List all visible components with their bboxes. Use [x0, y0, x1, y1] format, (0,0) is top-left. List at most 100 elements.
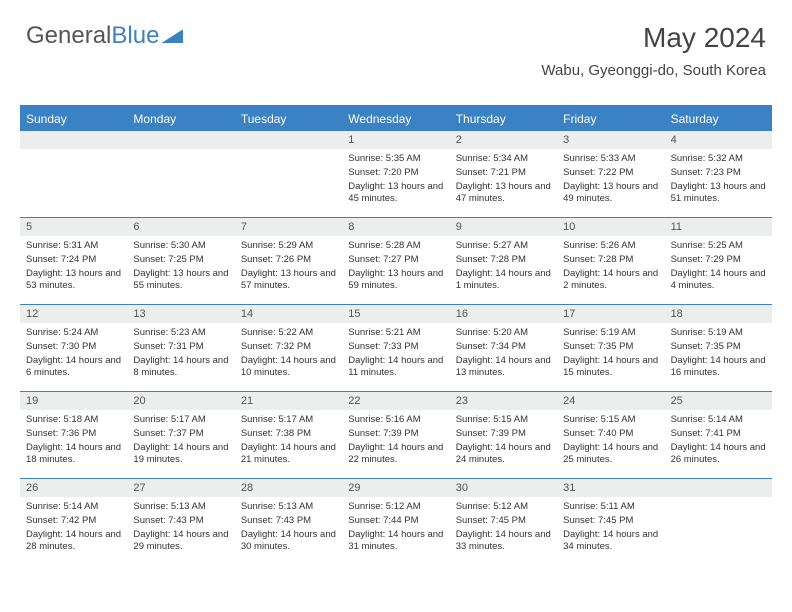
day-number: 9 — [450, 218, 557, 236]
sunset-text: Sunset: 7:41 PM — [671, 428, 766, 441]
sunrise-text: Sunrise: 5:19 AM — [563, 327, 658, 340]
sunrise-text: Sunrise: 5:27 AM — [456, 240, 551, 253]
sunset-text: Sunset: 7:36 PM — [26, 428, 121, 441]
day-cell-7: 7Sunrise: 5:29 AMSunset: 7:26 PMDaylight… — [235, 218, 342, 304]
day-info: Sunrise: 5:24 AMSunset: 7:30 PMDaylight:… — [20, 323, 127, 385]
daylight-text: Daylight: 14 hours and 11 minutes. — [348, 355, 443, 381]
sunset-text: Sunset: 7:34 PM — [456, 341, 551, 354]
day-cell-20: 20Sunrise: 5:17 AMSunset: 7:37 PMDayligh… — [127, 392, 234, 478]
day-number: 19 — [20, 392, 127, 410]
sunset-text: Sunset: 7:25 PM — [133, 254, 228, 267]
day-cell-31: 31Sunrise: 5:11 AMSunset: 7:45 PMDayligh… — [557, 479, 664, 565]
day-number: 15 — [342, 305, 449, 323]
daylight-text: Daylight: 14 hours and 4 minutes. — [671, 268, 766, 294]
daylight-text: Daylight: 14 hours and 8 minutes. — [133, 355, 228, 381]
daylight-text: Daylight: 13 hours and 45 minutes. — [348, 181, 443, 207]
calendar: SundayMondayTuesdayWednesdayThursdayFrid… — [20, 105, 772, 565]
sunrise-text: Sunrise: 5:20 AM — [456, 327, 551, 340]
day-number: 31 — [557, 479, 664, 497]
day-cell-12: 12Sunrise: 5:24 AMSunset: 7:30 PMDayligh… — [20, 305, 127, 391]
day-cell-1: 1Sunrise: 5:35 AMSunset: 7:20 PMDaylight… — [342, 131, 449, 217]
day-cell-4: 4Sunrise: 5:32 AMSunset: 7:23 PMDaylight… — [665, 131, 772, 217]
day-number: 29 — [342, 479, 449, 497]
sunset-text: Sunset: 7:35 PM — [563, 341, 658, 354]
day-info: Sunrise: 5:28 AMSunset: 7:27 PMDaylight:… — [342, 236, 449, 298]
weekday-thursday: Thursday — [450, 107, 557, 131]
day-number — [665, 479, 772, 497]
day-cell-22: 22Sunrise: 5:16 AMSunset: 7:39 PMDayligh… — [342, 392, 449, 478]
day-number: 25 — [665, 392, 772, 410]
day-number — [235, 131, 342, 149]
day-number: 24 — [557, 392, 664, 410]
sunrise-text: Sunrise: 5:13 AM — [133, 501, 228, 514]
daylight-text: Daylight: 13 hours and 51 minutes. — [671, 181, 766, 207]
day-number: 1 — [342, 131, 449, 149]
day-info: Sunrise: 5:12 AMSunset: 7:44 PMDaylight:… — [342, 497, 449, 559]
day-number: 14 — [235, 305, 342, 323]
daylight-text: Daylight: 14 hours and 18 minutes. — [26, 442, 121, 468]
weekday-friday: Friday — [557, 107, 664, 131]
sunrise-text: Sunrise: 5:15 AM — [456, 414, 551, 427]
day-number: 26 — [20, 479, 127, 497]
sunset-text: Sunset: 7:39 PM — [456, 428, 551, 441]
sunrise-text: Sunrise: 5:14 AM — [26, 501, 121, 514]
sunrise-text: Sunrise: 5:11 AM — [563, 501, 658, 514]
sunrise-text: Sunrise: 5:15 AM — [563, 414, 658, 427]
day-cell-19: 19Sunrise: 5:18 AMSunset: 7:36 PMDayligh… — [20, 392, 127, 478]
day-cell-13: 13Sunrise: 5:23 AMSunset: 7:31 PMDayligh… — [127, 305, 234, 391]
sunrise-text: Sunrise: 5:25 AM — [671, 240, 766, 253]
daylight-text: Daylight: 14 hours and 1 minutes. — [456, 268, 551, 294]
sunset-text: Sunset: 7:28 PM — [456, 254, 551, 267]
daylight-text: Daylight: 14 hours and 10 minutes. — [241, 355, 336, 381]
sunrise-text: Sunrise: 5:34 AM — [456, 153, 551, 166]
week-row: 26Sunrise: 5:14 AMSunset: 7:42 PMDayligh… — [20, 478, 772, 565]
sunrise-text: Sunrise: 5:16 AM — [348, 414, 443, 427]
day-info: Sunrise: 5:29 AMSunset: 7:26 PMDaylight:… — [235, 236, 342, 298]
day-number: 13 — [127, 305, 234, 323]
sunrise-text: Sunrise: 5:31 AM — [26, 240, 121, 253]
day-number: 11 — [665, 218, 772, 236]
day-cell-24: 24Sunrise: 5:15 AMSunset: 7:40 PMDayligh… — [557, 392, 664, 478]
day-info: Sunrise: 5:35 AMSunset: 7:20 PMDaylight:… — [342, 149, 449, 211]
day-info: Sunrise: 5:19 AMSunset: 7:35 PMDaylight:… — [665, 323, 772, 385]
sunrise-text: Sunrise: 5:13 AM — [241, 501, 336, 514]
sunrise-text: Sunrise: 5:35 AM — [348, 153, 443, 166]
sunset-text: Sunset: 7:23 PM — [671, 167, 766, 180]
day-number: 22 — [342, 392, 449, 410]
daylight-text: Daylight: 14 hours and 28 minutes. — [26, 529, 121, 555]
day-number: 7 — [235, 218, 342, 236]
day-info: Sunrise: 5:23 AMSunset: 7:31 PMDaylight:… — [127, 323, 234, 385]
sunrise-text: Sunrise: 5:17 AM — [133, 414, 228, 427]
day-number: 18 — [665, 305, 772, 323]
daylight-text: Daylight: 14 hours and 19 minutes. — [133, 442, 228, 468]
logo-text-blue: Blue — [111, 22, 159, 50]
daylight-text: Daylight: 13 hours and 55 minutes. — [133, 268, 228, 294]
day-info: Sunrise: 5:14 AMSunset: 7:41 PMDaylight:… — [665, 410, 772, 472]
day-info: Sunrise: 5:32 AMSunset: 7:23 PMDaylight:… — [665, 149, 772, 211]
day-cell-26: 26Sunrise: 5:14 AMSunset: 7:42 PMDayligh… — [20, 479, 127, 565]
day-info: Sunrise: 5:22 AMSunset: 7:32 PMDaylight:… — [235, 323, 342, 385]
location-text: Wabu, Gyeonggi-do, South Korea — [541, 62, 766, 79]
day-number: 17 — [557, 305, 664, 323]
day-cell-5: 5Sunrise: 5:31 AMSunset: 7:24 PMDaylight… — [20, 218, 127, 304]
daylight-text: Daylight: 14 hours and 29 minutes. — [133, 529, 228, 555]
day-info: Sunrise: 5:16 AMSunset: 7:39 PMDaylight:… — [342, 410, 449, 472]
sunrise-text: Sunrise: 5:21 AM — [348, 327, 443, 340]
day-number: 30 — [450, 479, 557, 497]
day-info: Sunrise: 5:11 AMSunset: 7:45 PMDaylight:… — [557, 497, 664, 559]
daylight-text: Daylight: 14 hours and 16 minutes. — [671, 355, 766, 381]
day-number: 5 — [20, 218, 127, 236]
sunrise-text: Sunrise: 5:19 AM — [671, 327, 766, 340]
empty-cell — [20, 131, 127, 217]
daylight-text: Daylight: 14 hours and 15 minutes. — [563, 355, 658, 381]
sunset-text: Sunset: 7:27 PM — [348, 254, 443, 267]
daylight-text: Daylight: 14 hours and 22 minutes. — [348, 442, 443, 468]
daylight-text: Daylight: 13 hours and 59 minutes. — [348, 268, 443, 294]
daylight-text: Daylight: 13 hours and 57 minutes. — [241, 268, 336, 294]
daylight-text: Daylight: 14 hours and 33 minutes. — [456, 529, 551, 555]
sunset-text: Sunset: 7:22 PM — [563, 167, 658, 180]
day-number: 28 — [235, 479, 342, 497]
day-cell-6: 6Sunrise: 5:30 AMSunset: 7:25 PMDaylight… — [127, 218, 234, 304]
logo-triangle-icon — [161, 29, 183, 43]
sunset-text: Sunset: 7:33 PM — [348, 341, 443, 354]
